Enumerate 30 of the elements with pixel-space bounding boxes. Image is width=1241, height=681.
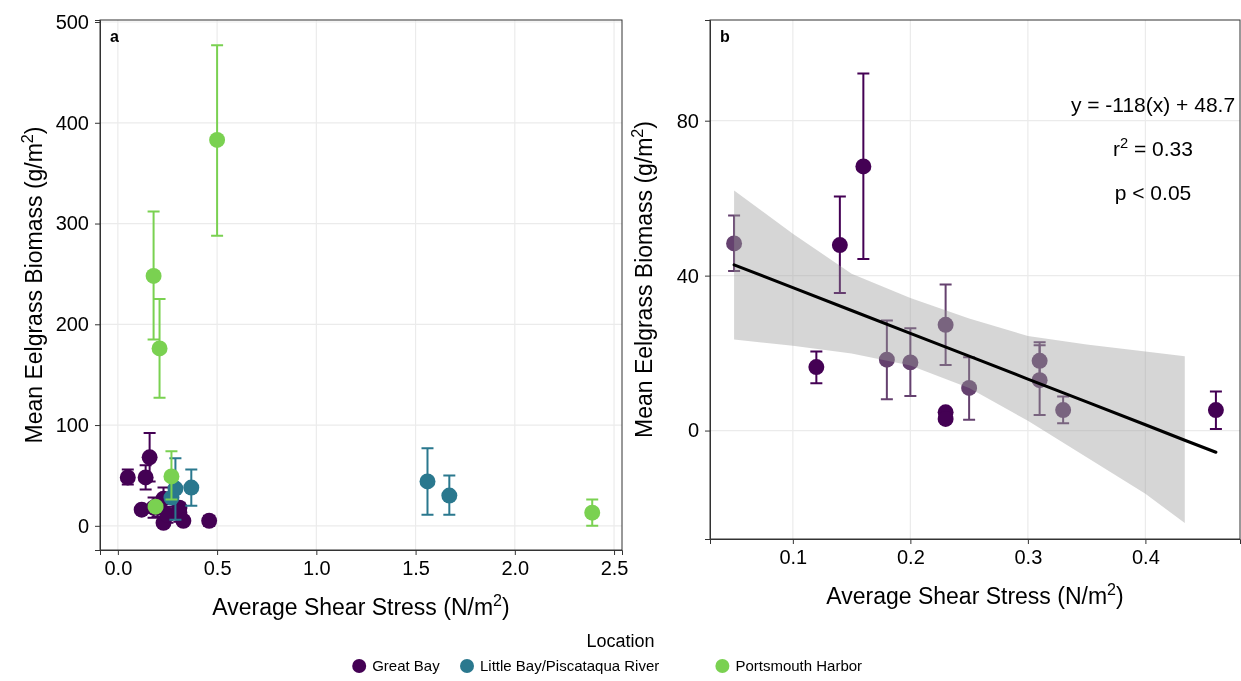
x-tick-label: 0.4 [1131, 546, 1160, 569]
y-tick-label: 0 [77, 514, 89, 537]
x-tick-label: 0.2 [896, 546, 925, 569]
legend-label: Portsmouth Harbor [735, 657, 863, 674]
legend-label: Little Bay/Piscataqua River [480, 657, 660, 674]
legend-title: Location [586, 631, 655, 651]
y-tick-label: 400 [55, 111, 89, 134]
x-tick-label: 0.5 [203, 557, 232, 580]
y-tick-label: 0 [687, 419, 699, 442]
x-tick-label: 0.0 [104, 557, 133, 580]
annotation: a [110, 28, 119, 45]
annotation: b [720, 28, 730, 45]
annotation: r$^{2}$ = 0.33 [1113, 135, 1193, 160]
x-tick-label: 0.1 [779, 546, 808, 569]
y-tick-label: 40 [676, 264, 699, 287]
x-axis-title: Average Shear Stress (N/m$^{2}$) [212, 591, 510, 620]
x-tick-label: 2.5 [600, 557, 629, 580]
x-tick-label: 1.0 [302, 557, 331, 580]
annotation: y = -118(x) + 48.7 [1070, 93, 1236, 116]
y-tick-label: 300 [55, 212, 89, 235]
x-tick-label: 0.3 [1014, 546, 1043, 569]
y-tick-label: 80 [676, 109, 699, 132]
annotation: p < 0.05 [1114, 181, 1192, 204]
y-tick-label: 200 [55, 313, 89, 336]
y-tick-label: 500 [55, 10, 89, 33]
y-tick-label: 100 [55, 413, 89, 436]
x-tick-label: 1.5 [402, 557, 430, 580]
legend-label: Great Bay [372, 657, 441, 674]
x-axis-title: Average Shear Stress (N/m$^{2}$) [826, 580, 1124, 609]
x-tick-label: 2.0 [501, 557, 530, 580]
